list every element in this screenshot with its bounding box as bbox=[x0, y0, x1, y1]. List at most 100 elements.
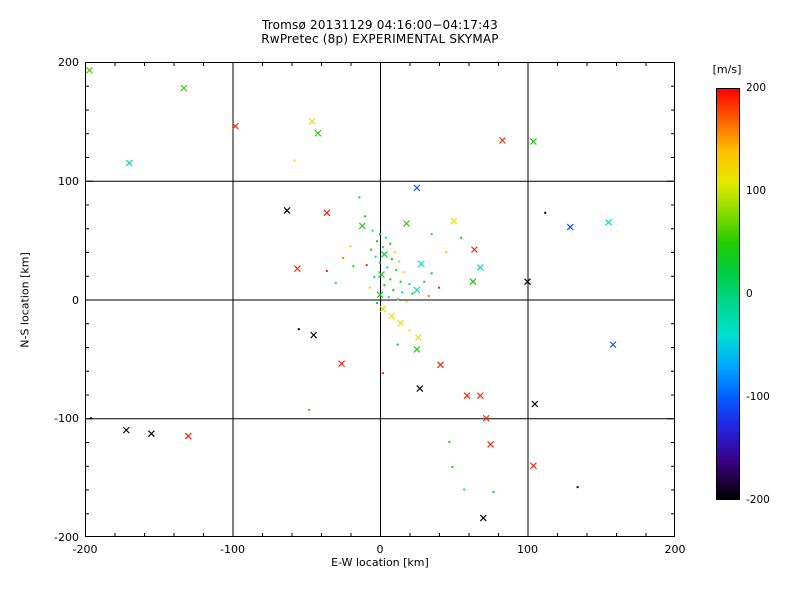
scatter-point-cross bbox=[609, 341, 617, 349]
plot-frame bbox=[85, 62, 675, 537]
scatter-point-dot bbox=[438, 286, 440, 289]
scatter-point-cross bbox=[376, 291, 384, 299]
scatter-point-dot bbox=[334, 281, 337, 284]
scatter-point-cross bbox=[314, 129, 322, 137]
scatter-point-dot bbox=[451, 465, 454, 468]
colorbar-tick-label: 0 bbox=[746, 288, 753, 300]
scatter-point-dot bbox=[373, 275, 376, 278]
x-axis-label: E-W location [km] bbox=[331, 556, 429, 569]
scatter-point-cross bbox=[566, 223, 574, 231]
scatter-point-dot bbox=[492, 490, 495, 493]
scatter-point-dot bbox=[430, 272, 433, 275]
scatter-point-dot bbox=[389, 278, 392, 281]
scatter-point-dot bbox=[405, 300, 408, 303]
scatter-point-dot bbox=[358, 196, 361, 199]
scatter-point-dot bbox=[423, 280, 426, 283]
scatter-point-cross bbox=[524, 278, 531, 286]
scatter-point-cross bbox=[476, 264, 484, 271]
scatter-point-dot bbox=[396, 298, 399, 301]
plot-title-line2: RwPretec (8p) EXPERIMENTAL SKYMAP bbox=[261, 32, 499, 46]
scatter-point-dot bbox=[365, 264, 368, 267]
x-tick-label: -200 bbox=[72, 543, 98, 556]
scatter-point-dot bbox=[402, 271, 405, 274]
scatter-point-cross bbox=[499, 136, 506, 144]
colorbar-tick-label: 200 bbox=[746, 82, 767, 94]
scatter-point-dot bbox=[325, 270, 328, 272]
scatter-point-cross bbox=[388, 312, 396, 320]
scatter-point-dot bbox=[463, 488, 466, 491]
scatter-point-cross bbox=[180, 84, 188, 92]
scatter-point-dot bbox=[376, 302, 379, 305]
plot-title-line1: Tromsø 20131129 04:16:00−04:17:43 bbox=[261, 18, 498, 32]
scatter-point-dot bbox=[396, 343, 399, 346]
scatter-point-dot bbox=[401, 291, 404, 294]
scatter-point-dot bbox=[448, 441, 451, 443]
scatter-point-cross bbox=[470, 246, 478, 254]
scatter-point-cross bbox=[283, 207, 291, 214]
scatter-point-dot bbox=[349, 245, 352, 248]
scatter-point-cross bbox=[323, 209, 331, 217]
scatter-point-dot bbox=[384, 236, 387, 239]
colorbar bbox=[716, 88, 740, 500]
scatter-point-cross bbox=[482, 414, 490, 422]
scatter-point-dot bbox=[386, 266, 389, 269]
colorbar-unit-label: [m/s] bbox=[712, 63, 742, 76]
scatter-point-dot bbox=[371, 229, 374, 232]
scatter-point-dot bbox=[387, 296, 390, 299]
colorbar-tick-label: 100 bbox=[746, 185, 767, 197]
x-tick-label: -100 bbox=[220, 543, 245, 556]
scatter-point-dot bbox=[408, 329, 411, 332]
scatter-point-cross bbox=[414, 334, 422, 341]
scatter-point-cross bbox=[403, 220, 410, 227]
scatter-point-dot bbox=[460, 236, 463, 239]
y-tick-label: 0 bbox=[72, 293, 79, 307]
scatter-point-dot bbox=[368, 286, 371, 289]
scatter-point-dot bbox=[427, 294, 430, 297]
scatter-point-cross bbox=[469, 278, 477, 286]
scatter-point-dot bbox=[89, 417, 92, 420]
y-tick-label: 200 bbox=[58, 56, 79, 69]
scatter-point-cross bbox=[529, 462, 537, 470]
scatter-point-dot bbox=[393, 251, 396, 253]
scatter-point-cross bbox=[293, 265, 301, 273]
scatter-point-cross bbox=[232, 122, 239, 130]
scatter-point-cross bbox=[310, 331, 318, 339]
scatter-point-cross bbox=[605, 218, 613, 226]
scatter-point-dot bbox=[430, 233, 433, 236]
scatter-point-cross bbox=[531, 400, 539, 408]
scatter-point-cross bbox=[381, 250, 388, 258]
colorbar-tick-label: -100 bbox=[746, 391, 770, 403]
scatter-point-cross bbox=[476, 392, 484, 400]
scatter-point-dot bbox=[379, 261, 381, 264]
colorbar-tick-label: -200 bbox=[746, 494, 770, 506]
scatter-point-dot bbox=[445, 251, 448, 253]
scatter-point-dot bbox=[398, 260, 401, 263]
scatter-point-dot bbox=[370, 248, 373, 251]
scatter-point-dot bbox=[576, 486, 579, 489]
scatter-point-dot bbox=[374, 255, 377, 258]
scatter-point-cross bbox=[487, 440, 495, 448]
scatter-point-dot bbox=[408, 283, 411, 286]
scatter-point-dot bbox=[411, 292, 414, 295]
scatter-point-cross bbox=[417, 260, 425, 268]
scatter-point-cross bbox=[379, 305, 387, 313]
scatter-point-cross bbox=[413, 184, 421, 192]
scatter-point-cross bbox=[413, 345, 421, 353]
y-tick-label: -200 bbox=[54, 531, 79, 544]
scatter-point-dot bbox=[390, 258, 393, 261]
scatter-point-dot bbox=[379, 233, 381, 236]
scatter-point-cross bbox=[338, 360, 346, 368]
scatter-point-cross bbox=[463, 392, 471, 400]
scatter-point-dot bbox=[392, 289, 395, 291]
scatter-point-cross bbox=[378, 271, 385, 278]
scatter-point-cross bbox=[147, 430, 155, 438]
scatter-point-cross bbox=[397, 319, 405, 327]
y-tick-label: -100 bbox=[54, 412, 79, 426]
scatter-point-cross bbox=[479, 514, 487, 522]
scatter-point-cross bbox=[125, 159, 133, 167]
scatter-point-dot bbox=[383, 284, 386, 287]
scatter-point-cross bbox=[413, 286, 421, 294]
scatter-point-dot bbox=[399, 280, 402, 283]
scatter-point-dot bbox=[293, 159, 296, 162]
